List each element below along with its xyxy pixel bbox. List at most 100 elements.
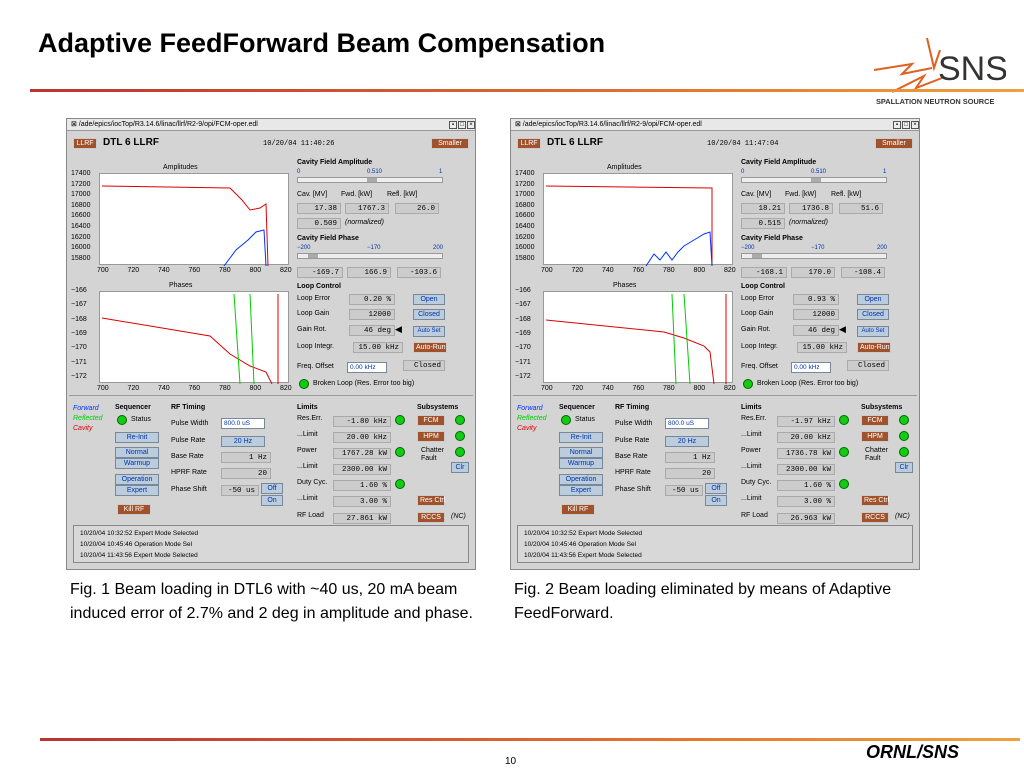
clr-button[interactable]: Clr: [895, 462, 913, 473]
expert-button[interactable]: Expert: [115, 485, 159, 496]
amp-plot-title: Amplitudes: [607, 164, 642, 171]
expert-button[interactable]: Expert: [559, 485, 603, 496]
pulse-width-input[interactable]: 800.0 uS: [665, 418, 709, 429]
amp-ytick: 15800: [515, 254, 535, 262]
kill-rf-button[interactable]: Kill RF: [561, 504, 595, 515]
operation-button[interactable]: Operation: [559, 474, 603, 485]
cav-amp-label: Cavity Field Amplitude: [297, 159, 373, 166]
res-ctrl-button[interactable]: Res Ctrl: [861, 495, 889, 506]
warmup-button[interactable]: Warmup: [559, 458, 603, 469]
rccs-button[interactable]: RCCS: [861, 512, 889, 523]
broken-loop-led: [299, 379, 309, 389]
auto-run-button[interactable]: Auto-Run: [413, 342, 447, 353]
fcm-button[interactable]: FCM: [417, 415, 445, 426]
amp-forward-trace: [645, 231, 713, 266]
cav-amp-slider[interactable]: [741, 177, 887, 183]
amp-cavity-trace: [545, 185, 713, 266]
kill-rf-button[interactable]: Kill RF: [117, 504, 151, 515]
cav-col-label: Cav. [MV]: [741, 191, 772, 198]
phase-xtick: 720: [571, 385, 584, 392]
duty-led: [395, 479, 405, 489]
cav-phase-slider[interactable]: [297, 253, 443, 259]
status-led: [117, 415, 127, 425]
broken-loop-label: Broken Loop (Res. Error too big): [313, 380, 415, 387]
lim3-value: 3.00 %: [777, 496, 835, 507]
phase-ytick: −167: [71, 301, 87, 309]
res-ctrl-button[interactable]: Res Ctrl: [417, 495, 445, 506]
smaller-button[interactable]: Smaller: [875, 138, 913, 149]
status-led: [561, 415, 571, 425]
amp-ytick: 17200: [515, 180, 535, 188]
amp-ytick: 16000: [515, 244, 535, 252]
minimize-button[interactable]: ▪: [449, 121, 457, 129]
hpm-led: [455, 431, 465, 441]
loop-gain-value: 12000: [349, 309, 395, 320]
hpm-button[interactable]: HPM: [861, 431, 889, 442]
amp-ytick: 16800: [515, 201, 535, 209]
phase-ytick: −167: [515, 301, 531, 309]
loop-closed-button[interactable]: Closed: [857, 309, 889, 320]
auto-run-button[interactable]: Auto-Run: [857, 342, 891, 353]
loop-open-button[interactable]: Open: [857, 294, 889, 305]
slider-knob[interactable]: [752, 254, 763, 258]
loop-closed-button[interactable]: Closed: [413, 309, 445, 320]
hpm-button[interactable]: HPM: [417, 431, 445, 442]
amp-xtick: 780: [663, 267, 675, 274]
phase-shift-off-button[interactable]: Off: [261, 483, 283, 494]
pulse-width-input[interactable]: 800.0 uS: [221, 418, 265, 429]
phase-xtick: 780: [219, 385, 231, 392]
lim2-value: 2300.00 kW: [333, 464, 391, 475]
maximize-button[interactable]: □: [902, 121, 910, 129]
rf-timing-label: RF Timing: [171, 404, 206, 411]
lim1-label: ...Limit: [297, 431, 318, 438]
slider-knob[interactable]: [367, 178, 378, 182]
slide-title: Adaptive FeedForward Beam Compensation: [38, 28, 606, 58]
gain-rot-value: 46 deg: [349, 325, 395, 336]
loop-open-button[interactable]: Open: [413, 294, 445, 305]
broken-loop-led: [743, 379, 753, 389]
close-button[interactable]: ×: [467, 121, 475, 129]
slider-knob[interactable]: [308, 254, 319, 258]
rccs-button[interactable]: RCCS: [417, 512, 445, 523]
amp-forward-trace: [223, 229, 267, 266]
clr-button[interactable]: Clr: [451, 462, 469, 473]
llrf-menu-button[interactable]: LLRF: [517, 138, 541, 149]
freq-offset-input[interactable]: 0.00 kHz: [791, 362, 831, 373]
normal-button[interactable]: Normal: [115, 447, 159, 458]
phase-ytick: −172: [515, 372, 531, 380]
reinit-button[interactable]: Re-Init: [115, 432, 159, 443]
legend-forward: Forward: [517, 405, 543, 412]
phase-shift-off-button[interactable]: Off: [705, 483, 727, 494]
operation-button[interactable]: Operation: [115, 474, 159, 485]
pulse-rate-select[interactable]: 20 Hz: [665, 436, 709, 447]
close-button[interactable]: ×: [911, 121, 919, 129]
auto-set-button[interactable]: Auto Set: [413, 326, 445, 337]
fault-label: Fault: [865, 455, 881, 462]
warmup-button[interactable]: Warmup: [115, 458, 159, 469]
lim1-label: ...Limit: [741, 431, 762, 438]
auto-set-button[interactable]: Auto Set: [857, 326, 889, 337]
fcm-button[interactable]: FCM: [861, 415, 889, 426]
cav-amp-slider[interactable]: [297, 177, 443, 183]
reinit-button[interactable]: Re-Init: [559, 432, 603, 443]
llrf-menu-button[interactable]: LLRF: [73, 138, 97, 149]
cav-phase-slider[interactable]: [741, 253, 887, 259]
amp-cavity-trace: [101, 185, 269, 266]
fcm-led: [455, 415, 465, 425]
amp-ytick: 16600: [71, 212, 91, 220]
slider-knob[interactable]: [811, 178, 822, 182]
phase-shift-on-button[interactable]: On: [261, 495, 283, 506]
phase-shift-value: -50 us: [221, 485, 259, 496]
phase-xtick: 700: [97, 385, 109, 392]
phases-plot: [99, 291, 289, 384]
smaller-button[interactable]: Smaller: [431, 138, 469, 149]
pulse-rate-select[interactable]: 20 Hz: [221, 436, 265, 447]
minimize-button[interactable]: ▪: [893, 121, 901, 129]
maximize-button[interactable]: □: [458, 121, 466, 129]
normal-button[interactable]: Normal: [559, 447, 603, 458]
amp-ytick: 16400: [71, 223, 91, 230]
freq-offset-input[interactable]: 0.00 kHz: [347, 362, 387, 373]
phase-xtick: 740: [158, 385, 170, 392]
phase-value-a: -168.1: [741, 267, 787, 278]
phase-shift-on-button[interactable]: On: [705, 495, 727, 506]
